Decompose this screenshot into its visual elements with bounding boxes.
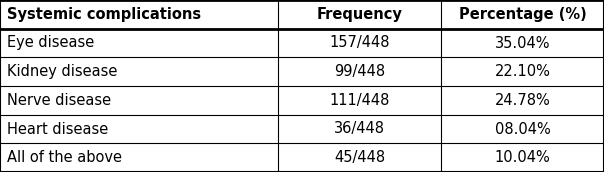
- Text: All of the above: All of the above: [7, 150, 122, 165]
- Text: 36/448: 36/448: [334, 121, 385, 137]
- Text: Eye disease: Eye disease: [7, 35, 94, 51]
- Text: 24.78%: 24.78%: [495, 93, 550, 108]
- Text: 157/448: 157/448: [329, 35, 390, 51]
- Text: 08.04%: 08.04%: [495, 121, 550, 137]
- Text: Frequency: Frequency: [316, 7, 402, 22]
- Text: Percentage (%): Percentage (%): [458, 7, 586, 22]
- Text: 22.10%: 22.10%: [495, 64, 550, 79]
- Text: Systemic complications: Systemic complications: [7, 7, 201, 22]
- Text: 111/448: 111/448: [329, 93, 390, 108]
- Text: 10.04%: 10.04%: [495, 150, 550, 165]
- Text: 45/448: 45/448: [334, 150, 385, 165]
- Text: Heart disease: Heart disease: [7, 121, 109, 137]
- Text: 35.04%: 35.04%: [495, 35, 550, 51]
- Text: Nerve disease: Nerve disease: [7, 93, 111, 108]
- Text: Kidney disease: Kidney disease: [7, 64, 118, 79]
- Text: 99/448: 99/448: [334, 64, 385, 79]
